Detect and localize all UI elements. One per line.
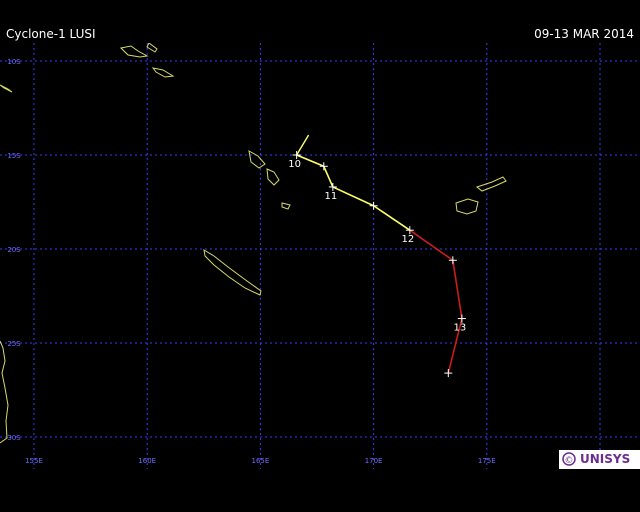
fiji-outline xyxy=(475,176,507,192)
copyright-icon xyxy=(562,452,576,466)
map-background xyxy=(0,43,640,469)
australia-coast-outline xyxy=(0,340,9,444)
map-title: Cyclone-1 LUSI xyxy=(6,27,96,41)
track-segment xyxy=(332,186,374,207)
track-segment xyxy=(323,165,334,188)
latlon-grid xyxy=(0,43,640,469)
longitude-label: 160E xyxy=(138,457,156,465)
vanuatu-outline xyxy=(266,168,280,186)
date-range: 09-13 MAR 2014 xyxy=(534,27,634,41)
australia-coast-outline xyxy=(0,84,13,93)
latitude-label: 10S xyxy=(7,58,21,66)
solomon-islands-outline xyxy=(119,45,149,58)
track-segment xyxy=(452,260,463,319)
track-day-label: 12 xyxy=(401,234,414,245)
longitude-label: 155E xyxy=(25,457,43,465)
credit-background xyxy=(559,450,640,469)
latitude-label: 30S xyxy=(7,434,21,442)
track-day-label: 13 xyxy=(454,323,467,334)
copyright-mark: © xyxy=(565,456,574,466)
track-segment xyxy=(373,205,411,231)
vanuatu-outline xyxy=(248,150,266,169)
coastlines xyxy=(0,42,507,444)
longitude-label: 170E xyxy=(365,457,383,465)
track-segment xyxy=(296,154,325,168)
longitude-label: 175E xyxy=(478,457,496,465)
credit-text: UNISYS xyxy=(580,452,630,466)
solomon-islands-outline xyxy=(151,67,175,78)
fiji-outline xyxy=(455,198,479,215)
solomon-islands-outline xyxy=(146,42,158,53)
vanuatu-outline xyxy=(281,202,291,210)
latitude-label: 25S xyxy=(7,340,21,348)
latitude-label: 15S xyxy=(7,152,21,160)
new-caledonia-outline xyxy=(203,249,262,296)
longitude-label: 165E xyxy=(252,457,270,465)
track-day-label: 11 xyxy=(324,191,337,202)
track-segment xyxy=(296,134,310,156)
track-segment xyxy=(409,229,454,261)
track-day-label: 10 xyxy=(288,159,301,170)
unisys-credit: © UNISYS xyxy=(559,450,640,469)
track-segment xyxy=(447,318,463,374)
storm-track: 10 11 12 13 xyxy=(288,134,467,378)
latitude-label: 20S xyxy=(7,246,21,254)
